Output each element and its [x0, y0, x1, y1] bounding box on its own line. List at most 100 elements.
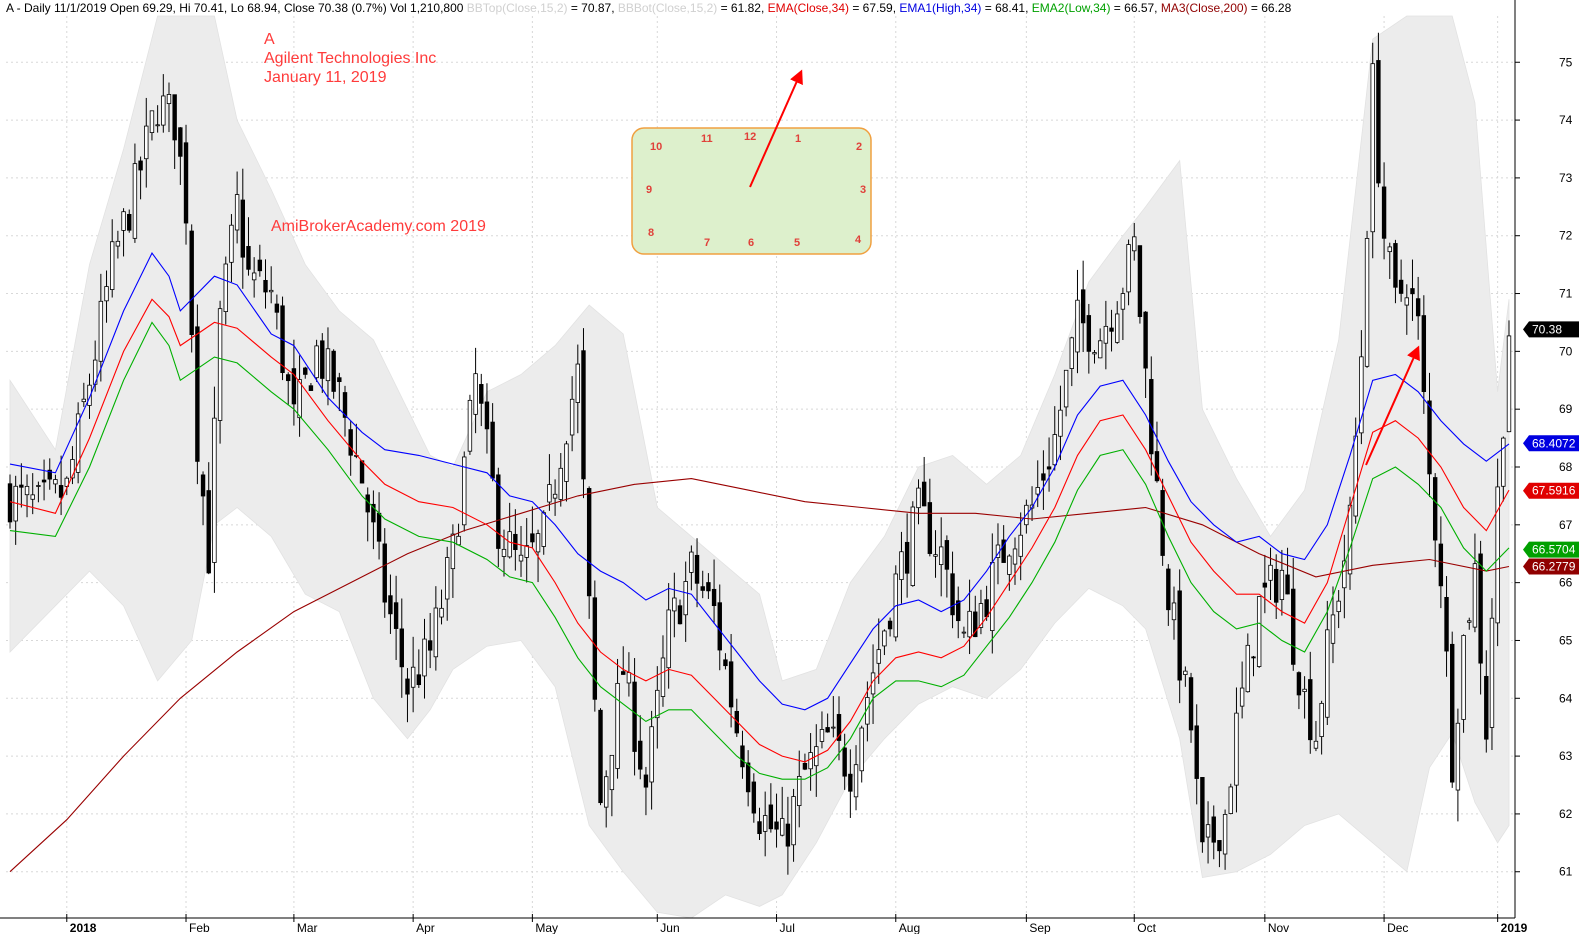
candle-body: [859, 727, 864, 772]
candle-body: [842, 747, 847, 777]
candle-body: [887, 620, 893, 630]
ticker-label: A: [264, 31, 275, 48]
candle-body: [155, 124, 160, 127]
candlesticks: [7, 32, 1512, 875]
header-segment: = 67.59,: [849, 1, 899, 15]
candle-body: [462, 456, 467, 526]
candle-body: [1495, 486, 1500, 624]
y-tick-label: 75: [1559, 55, 1573, 69]
value-tag: 66.5704: [1523, 541, 1579, 558]
candle-body: [689, 551, 694, 573]
value-tag-bg: [1523, 321, 1579, 338]
candle-body: [1444, 597, 1449, 652]
candle-body: [1353, 435, 1358, 517]
x-tick-label: Dec: [1387, 921, 1408, 934]
candle-body: [1052, 434, 1057, 466]
candle-body: [172, 94, 177, 141]
candle-body: [240, 199, 245, 258]
series-line-ema2: [9, 321, 1510, 780]
candle-body: [598, 709, 603, 804]
candle-body: [382, 543, 387, 603]
candle-body: [1262, 582, 1268, 588]
candle-body: [1063, 369, 1069, 408]
candle-body: [1058, 409, 1063, 437]
candle-body: [149, 110, 155, 133]
candle-body: [1313, 740, 1319, 749]
y-tick-label: 66: [1559, 576, 1573, 590]
candle-body: [666, 609, 671, 669]
candle-body: [933, 554, 938, 557]
candle-body: [257, 259, 263, 272]
value-tag-label: 70.38: [1532, 322, 1562, 336]
candle-body: [581, 350, 586, 480]
candle-body: [19, 484, 24, 488]
candle-body: [774, 821, 779, 830]
candle-body: [212, 417, 217, 563]
value-tag-bg: [1523, 541, 1579, 558]
candle-body: [757, 821, 762, 835]
clock-number: 2: [856, 141, 862, 153]
candle-body: [1069, 337, 1074, 369]
candle-body: [36, 485, 41, 487]
y-tick-label: 71: [1559, 287, 1573, 301]
candle-body: [632, 681, 637, 752]
candle-body: [882, 630, 887, 647]
candle-body: [564, 443, 569, 482]
candle-body: [217, 308, 223, 421]
candle-body: [768, 804, 774, 830]
candle-body: [450, 533, 456, 570]
y-tick-label: 65: [1559, 633, 1573, 647]
candle-body: [399, 628, 404, 668]
y-tick-label: 74: [1559, 113, 1573, 127]
x-tick-label: Jun: [660, 921, 679, 934]
x-tick-label: 2018: [70, 921, 97, 934]
x-tick-label: May: [535, 921, 558, 934]
candle-body: [1239, 687, 1245, 707]
clock-number: 11: [701, 133, 713, 145]
candle-body: [1217, 840, 1222, 852]
candle-body: [1461, 635, 1466, 720]
candle-body: [1438, 543, 1444, 587]
candle-body: [916, 487, 921, 509]
header-segment: BBBot(Close,15,2): [618, 1, 717, 15]
candle-body: [1143, 311, 1148, 369]
candle-body: [621, 671, 626, 675]
candle-body: [1103, 325, 1109, 344]
candle-body: [41, 479, 47, 483]
candle-body: [1285, 574, 1290, 595]
candle-body: [433, 607, 439, 658]
candle-body: [178, 127, 183, 157]
candle-body: [808, 752, 813, 770]
candle-body: [797, 776, 802, 807]
candle-body: [121, 211, 126, 231]
axes: [0, 0, 1516, 919]
candle-body: [717, 602, 722, 651]
candle-body: [1080, 289, 1086, 324]
header-segment: BBTop(Close,15,2): [467, 1, 568, 15]
y-tick-label: 63: [1559, 749, 1573, 763]
candle-body: [223, 263, 228, 313]
candle-body: [496, 474, 501, 549]
candle-body: [127, 214, 132, 231]
candle-body: [1126, 244, 1131, 293]
candle-body: [745, 762, 751, 793]
candle-body: [24, 485, 30, 496]
y-tick-label: 67: [1559, 518, 1573, 532]
candle-body: [268, 289, 274, 293]
x-tick-label: Sep: [1029, 921, 1051, 934]
watermark: AmiBrokerAcademy.com 2019: [271, 218, 486, 235]
value-tag-label: 68.4072: [1532, 436, 1576, 450]
candle-body: [30, 494, 35, 500]
candle-body: [1359, 356, 1364, 434]
y-tick-label: 64: [1559, 691, 1573, 705]
candle-body: [1330, 614, 1336, 644]
y-tick-label: 62: [1559, 807, 1573, 821]
value-tag-bg: [1523, 482, 1579, 499]
candle-body: [1302, 688, 1307, 692]
candle-body: [1319, 702, 1324, 737]
candle-body: [393, 602, 399, 629]
candle-body: [660, 657, 666, 697]
candle-body: [161, 95, 166, 126]
clock-number: 6: [748, 237, 754, 249]
candle-body: [848, 773, 853, 792]
